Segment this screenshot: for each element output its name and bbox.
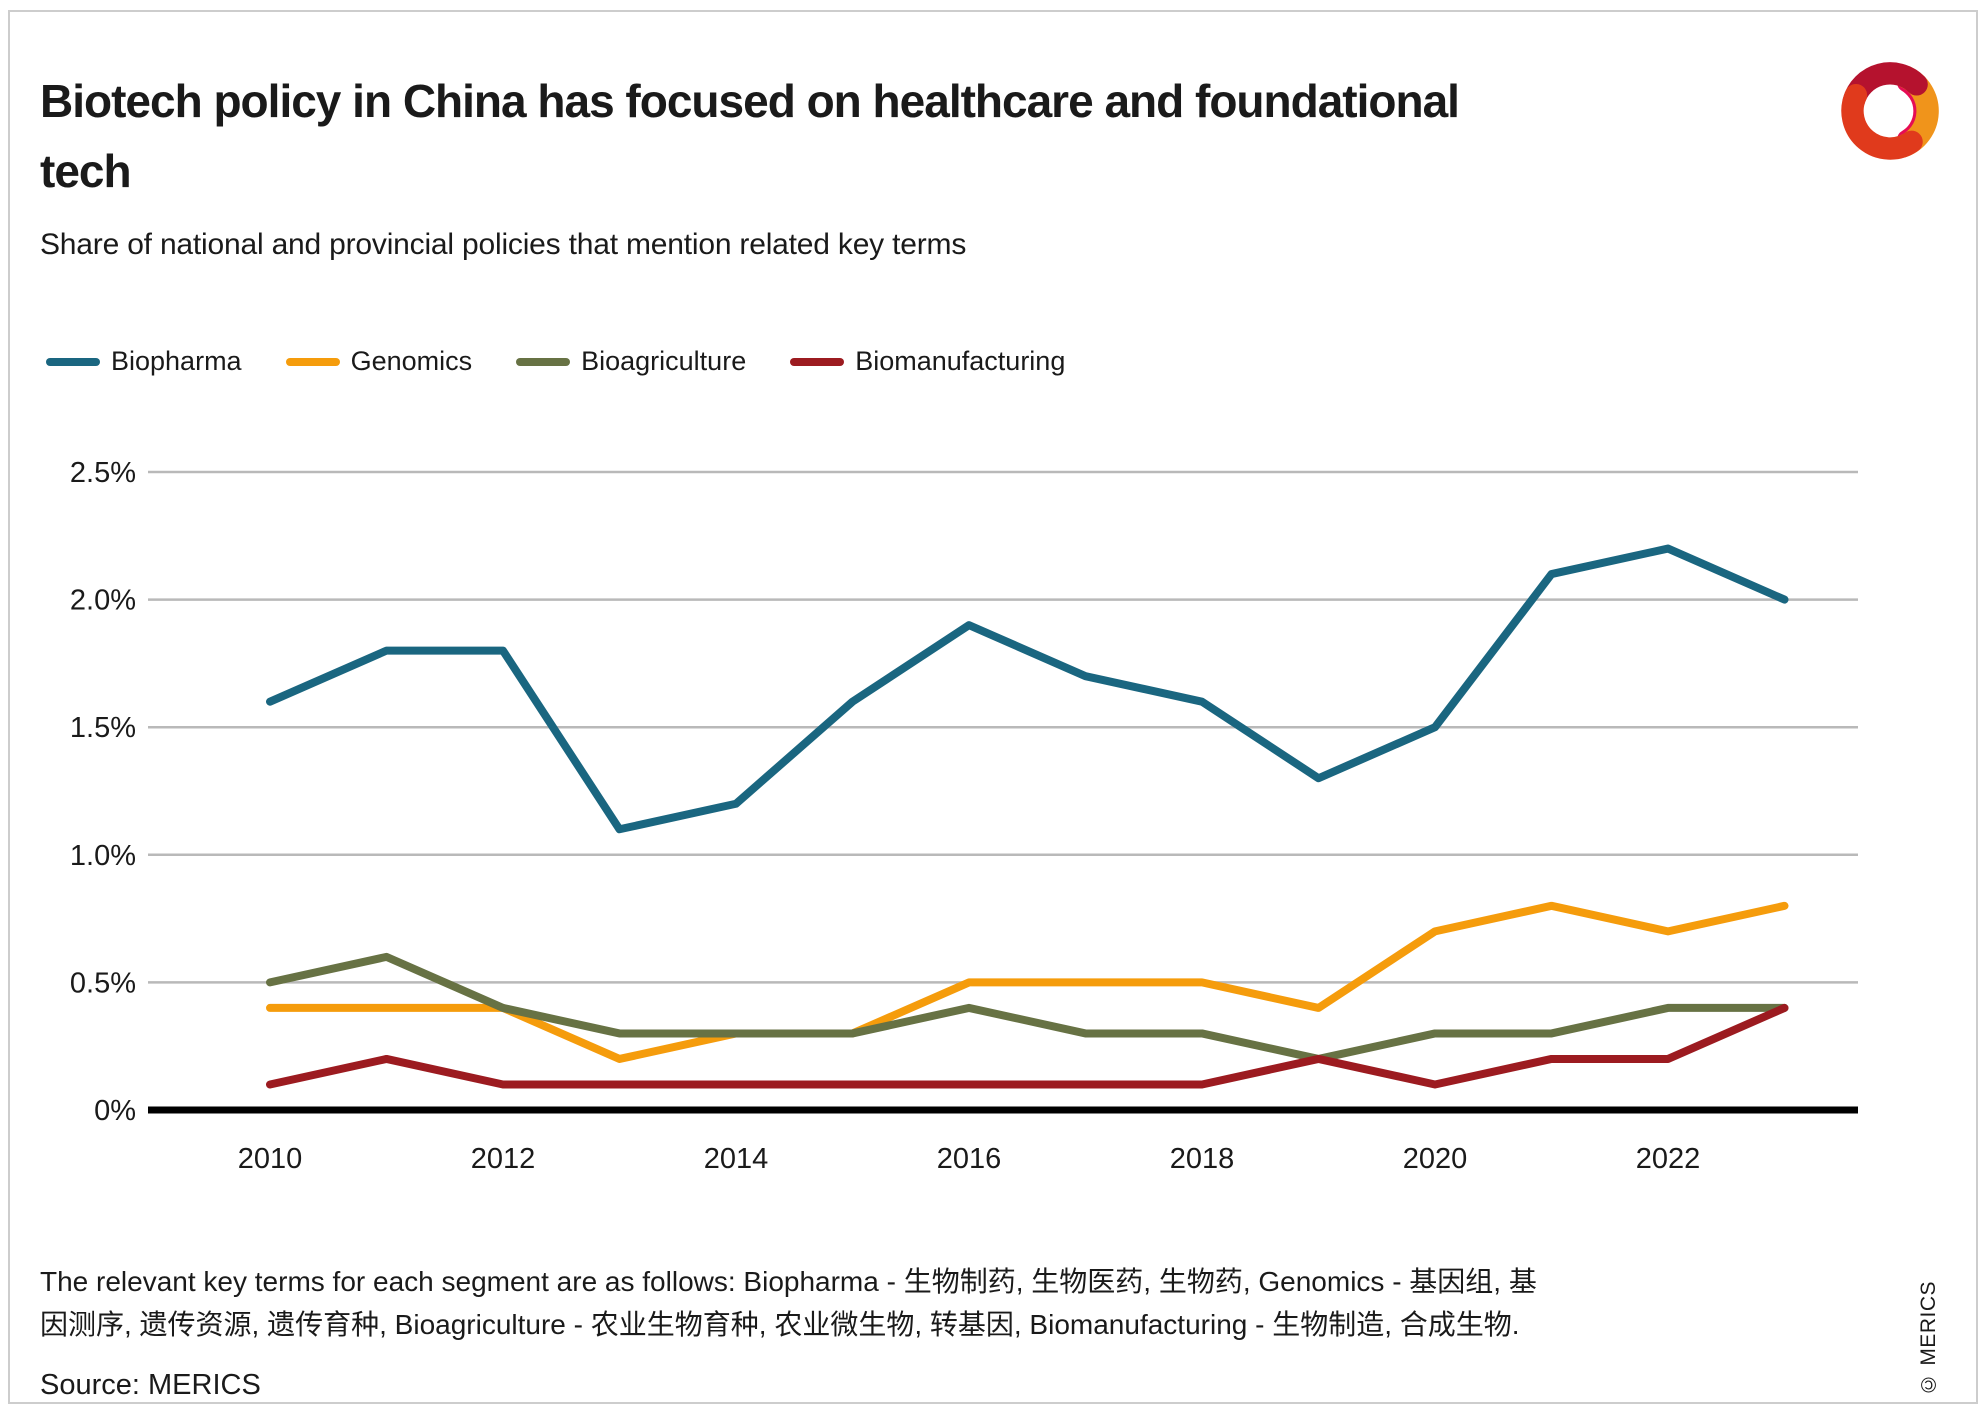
- x-tick-label: 2010: [238, 1143, 303, 1175]
- y-tick-label: 1.5%: [70, 712, 136, 744]
- copyright-vertical: © MERICS: [1917, 1281, 1940, 1396]
- x-tick-label: 2014: [704, 1143, 769, 1175]
- legend-label-biopharma: Biopharma: [111, 346, 242, 376]
- y-tick-label: 2.5%: [70, 457, 136, 489]
- legend-item-bioagriculture: Bioagriculture: [516, 346, 746, 377]
- legend-swatch-genomics-icon: [285, 357, 340, 366]
- y-tick-label: 2.0%: [70, 585, 136, 617]
- y-tick-label: 1.0%: [70, 840, 136, 872]
- page-title-line1: Biotech policy in China has focused on h…: [40, 75, 1460, 127]
- page-title-line2: tech: [40, 145, 132, 197]
- legend-item-biomanufacturing: Biomanufacturing: [790, 346, 1065, 377]
- logo-red-ribbon: [1841, 83, 1923, 160]
- legend-swatch-biomanufacturing-icon: [790, 357, 845, 366]
- legend-swatch-biopharma-icon: [46, 357, 100, 366]
- y-tick-label: 0.5%: [70, 967, 136, 999]
- page-title: Biotech policy in China has focused on h…: [40, 66, 1460, 206]
- x-tick-label: 2022: [1636, 1143, 1701, 1175]
- x-tick-label: 2012: [471, 1143, 536, 1175]
- legend-label-biomanufacturing: Biomanufacturing: [855, 346, 1066, 376]
- chart-legend: Biopharma Genomics Bioagriculture Bioman…: [46, 346, 1065, 377]
- legend-item-biopharma: Biopharma: [46, 346, 242, 377]
- x-tick-label: 2016: [937, 1143, 1002, 1175]
- page-subtitle: Share of national and provincial policie…: [40, 228, 967, 261]
- merics-logo-icon: [1841, 62, 1939, 160]
- series-line-bioagriculture: [266, 952, 1789, 1063]
- legend-item-genomics: Genomics: [285, 346, 473, 377]
- series-line-biopharma: [266, 544, 1789, 834]
- legend-label-genomics: Genomics: [350, 346, 473, 376]
- series-line-genomics: [266, 901, 1789, 1063]
- x-tick-label: 2018: [1170, 1143, 1235, 1175]
- y-tick-label: 0%: [94, 1095, 136, 1127]
- series-line-biomanufacturing: [266, 1003, 1789, 1089]
- key-terms-note: The relevant key terms for each segment …: [40, 1266, 1537, 1341]
- source-line: Source: MERICS: [40, 1369, 261, 1401]
- legend-swatch-bioagriculture-icon: [516, 357, 571, 366]
- legend-label-bioagriculture: Bioagriculture: [581, 346, 747, 376]
- x-tick-label: 2020: [1403, 1143, 1468, 1175]
